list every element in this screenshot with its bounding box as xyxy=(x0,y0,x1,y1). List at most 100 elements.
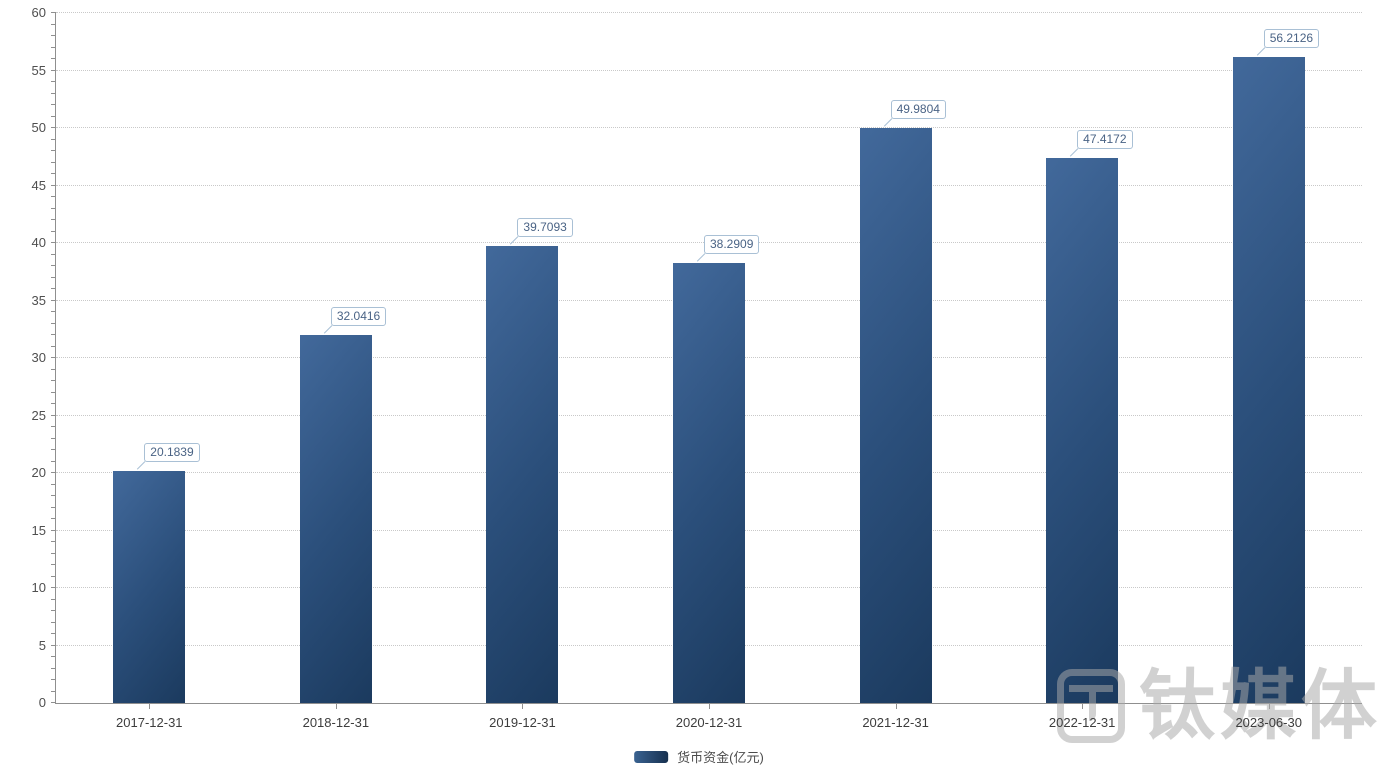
y-axis-tick xyxy=(51,437,56,439)
x-axis-tick xyxy=(895,703,897,709)
y-axis-tick xyxy=(51,391,56,393)
y-axis-tick xyxy=(51,69,56,71)
y-axis-tick xyxy=(51,138,56,140)
y-axis-tick xyxy=(51,575,56,577)
y-axis-tick xyxy=(51,357,56,358)
y-gridline xyxy=(56,127,1362,128)
y-axis-label: 10 xyxy=(31,580,46,595)
y-axis-tick xyxy=(51,644,56,646)
y-axis-tick xyxy=(51,506,56,508)
y-axis-label: 20 xyxy=(31,465,46,480)
y-axis-tick xyxy=(51,104,56,105)
y-axis-label: 35 xyxy=(31,292,46,308)
value-label: 49.9804 xyxy=(890,100,946,120)
y-axis-tick xyxy=(51,311,56,312)
legend-swatch-icon xyxy=(634,750,669,763)
y-axis-label: 55 xyxy=(31,62,46,78)
y-axis-tick xyxy=(51,46,56,48)
x-axis-label: 2022-12-31 xyxy=(1048,715,1116,730)
y-axis-tick xyxy=(51,299,56,301)
x-axis-label: 2018-12-31 xyxy=(302,715,370,730)
y-axis-label: 45 xyxy=(31,177,46,193)
y-axis-tick xyxy=(51,81,56,82)
bar-2023-06-30[interactable] xyxy=(1232,56,1305,703)
y-axis-tick xyxy=(51,541,56,542)
y-axis-tick xyxy=(51,426,56,427)
y-axis-tick xyxy=(51,207,56,209)
y-axis-tick xyxy=(51,529,56,531)
y-axis-tick xyxy=(51,173,56,174)
y-axis-tick xyxy=(51,610,56,611)
y-axis-label: 40 xyxy=(31,235,46,250)
y-axis-tick xyxy=(51,552,56,554)
y-axis-tick xyxy=(51,161,56,163)
y-axis-label: 30 xyxy=(31,350,46,365)
y-axis-tick xyxy=(51,483,56,485)
y-axis-tick xyxy=(51,265,56,266)
y-axis-label: 5 xyxy=(38,637,46,653)
y-axis-tick xyxy=(51,127,56,128)
y-axis-tick xyxy=(51,196,56,197)
y-axis-tick xyxy=(51,460,56,462)
y-axis-tick xyxy=(51,564,56,565)
y-axis-tick xyxy=(51,230,56,232)
bar-2021-12-31[interactable] xyxy=(859,128,932,703)
x-axis-label: 2017-12-31 xyxy=(116,715,183,730)
x-axis-tick xyxy=(335,703,337,709)
value-label: 32.0416 xyxy=(330,306,387,326)
y-axis-tick xyxy=(51,334,56,335)
y-axis-tick xyxy=(51,690,56,692)
x-axis-tick xyxy=(1082,703,1084,709)
y-axis-tick xyxy=(51,403,56,404)
y-axis-tick xyxy=(51,380,56,381)
x-axis-tick xyxy=(149,703,151,709)
y-axis-tick xyxy=(51,518,56,519)
y-axis-tick xyxy=(51,495,56,496)
y-axis-tick xyxy=(51,12,56,13)
bar-2018-12-31[interactable] xyxy=(299,334,372,703)
value-label: 20.1839 xyxy=(144,442,200,462)
y-axis-tick xyxy=(51,472,56,473)
y-axis-tick xyxy=(51,288,56,289)
x-axis-label: 2023-06-30 xyxy=(1235,715,1302,730)
y-axis-tick xyxy=(51,322,56,324)
y-axis-label: 25 xyxy=(31,407,46,423)
bar-2017-12-31[interactable] xyxy=(113,470,186,703)
y-axis-tick xyxy=(51,449,56,450)
legend-item[interactable]: 货币资金(亿元) xyxy=(634,747,764,766)
y-axis-label: 50 xyxy=(31,120,46,135)
x-axis-tick xyxy=(1268,703,1270,709)
y-axis-tick xyxy=(51,92,56,94)
y-axis-label: 0 xyxy=(38,695,46,710)
y-axis-tick xyxy=(51,253,56,255)
y-gridline xyxy=(56,69,1362,71)
x-axis-tick xyxy=(709,703,710,709)
y-axis-tick xyxy=(51,598,56,600)
y-axis-tick xyxy=(51,115,56,117)
y-axis-tick xyxy=(51,587,56,588)
y-axis-tick xyxy=(51,667,56,669)
y-axis-tick xyxy=(51,150,56,151)
y-axis-label: 60 xyxy=(31,5,46,20)
y-axis-tick xyxy=(51,242,56,243)
x-axis-label: 2021-12-31 xyxy=(862,715,929,730)
x-axis-label: 2020-12-31 xyxy=(675,715,743,730)
y-axis-tick xyxy=(51,702,56,703)
y-axis-tick xyxy=(51,345,56,347)
y-gridline xyxy=(56,12,1362,13)
bar-2020-12-31[interactable] xyxy=(673,262,745,703)
bar-2019-12-31[interactable] xyxy=(486,246,559,703)
y-gridline xyxy=(56,184,1362,186)
x-axis-tick xyxy=(522,703,524,709)
value-label: 47.4172 xyxy=(1077,129,1133,149)
y-axis-tick xyxy=(51,633,56,634)
y-axis-tick xyxy=(51,368,56,370)
y-axis-tick xyxy=(51,679,56,680)
bar-2022-12-31[interactable] xyxy=(1046,157,1119,703)
plot-area: 0 5 10 15 20 25 30 35 40 45 50 55 60 20.1839 2017-12-3… xyxy=(32,6,1362,730)
x-axis-label: 2019-12-31 xyxy=(489,715,556,730)
y-axis-tick xyxy=(51,656,56,657)
y-axis-tick xyxy=(51,58,56,59)
value-label: 38.2909 xyxy=(704,234,760,254)
